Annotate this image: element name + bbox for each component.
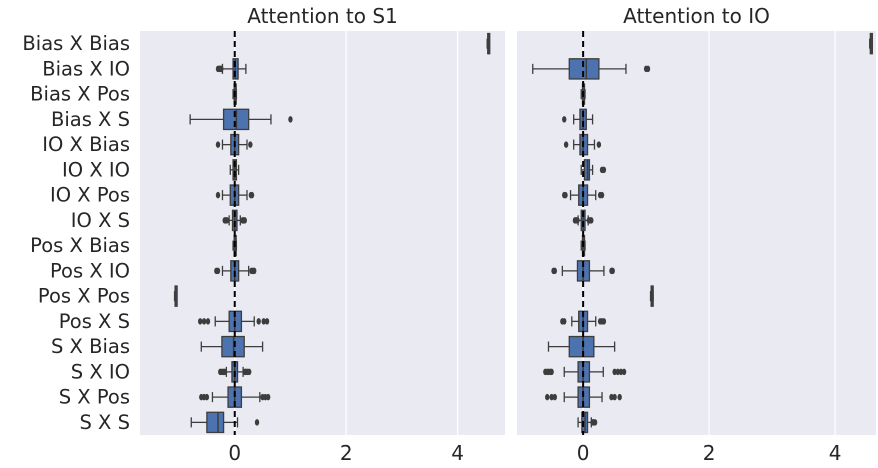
outlier-point <box>552 267 557 275</box>
outlier-point <box>589 217 594 224</box>
box-bias-x-bias <box>869 32 873 55</box>
outlier-point <box>224 217 230 224</box>
outlier-point <box>205 318 211 325</box>
outlier-point <box>609 393 614 401</box>
outlier-point <box>612 368 617 376</box>
outlier-point <box>549 368 554 376</box>
outlier-point <box>610 267 615 275</box>
box-io-x-io <box>580 159 607 181</box>
category-label-io-x-pos: IO X Pos <box>50 184 130 207</box>
box-bias-x-io <box>215 58 247 80</box>
box-iqr <box>568 58 600 80</box>
outlier-point <box>618 368 624 376</box>
box-pos-x-io <box>551 260 615 282</box>
outlier-point <box>219 65 224 73</box>
category-label-io-x-bias: IO X Bias <box>42 133 130 156</box>
outlier-point <box>242 217 247 224</box>
outlier-point <box>592 419 598 426</box>
outlier-point <box>601 318 607 325</box>
outlier-point <box>215 267 221 275</box>
category-label-s-x-s: S X S <box>79 411 130 434</box>
outlier-point <box>563 191 568 199</box>
outlier-point <box>204 393 210 401</box>
outlier-point <box>261 318 266 325</box>
outlier-point <box>545 393 550 401</box>
outlier-point <box>645 65 651 73</box>
panel-2: 0 2 4 Attention to IO <box>517 4 876 465</box>
outlier-point <box>575 217 580 224</box>
outlier-point <box>621 368 627 376</box>
box-bias-x-s <box>189 108 293 131</box>
category-label-io-x-s: IO X S <box>71 209 130 232</box>
outlier-point <box>265 393 271 401</box>
panel-1: 0 2 4 Attention to S1 <box>140 4 505 465</box>
outlier-point <box>222 368 227 376</box>
outlier-point <box>562 116 567 123</box>
outlier-point <box>215 141 221 148</box>
outlier-point <box>249 191 255 199</box>
outlier-point <box>601 166 607 174</box>
x-tick-label-0: 0 <box>577 441 590 465</box>
outlier-point <box>615 368 620 376</box>
outlier-point <box>248 141 253 148</box>
outlier-point <box>562 318 567 325</box>
outlier-point <box>252 267 257 275</box>
outlier-point <box>599 191 605 199</box>
panel-2-background <box>517 31 876 435</box>
panel-title: Attention to IO <box>623 4 770 28</box>
outlier-point <box>256 318 261 325</box>
box-s-x-bias <box>200 335 264 358</box>
x-tick-label-0: 0 <box>228 441 241 465</box>
outlier-point <box>288 116 293 123</box>
outlier-point <box>552 393 557 401</box>
category-label-bias-x-bias: Bias X Bias <box>22 32 130 55</box>
category-label-io-x-io: IO X IO <box>62 158 130 181</box>
box-s-x-pos <box>545 386 622 408</box>
box-bias-x-io <box>532 58 651 80</box>
category-label-pos-x-pos: Pos X Pos <box>38 285 130 308</box>
category-label-s-x-bias: S X Bias <box>51 335 130 358</box>
category-label-bias-x-io: Bias X IO <box>42 57 130 80</box>
box-s-x-s <box>190 411 260 434</box>
outlier-point <box>215 191 221 199</box>
box-bias-x-bias <box>486 32 491 55</box>
category-label-pos-x-io: Pos X IO <box>50 259 130 282</box>
category-label-bias-x-pos: Bias X Pos <box>30 83 130 106</box>
x-tick-label-4: 4 <box>451 441 464 465</box>
outlier-point <box>247 368 252 376</box>
box-iqr <box>568 335 595 358</box>
box-pos-x-io <box>214 260 257 282</box>
outlier-point <box>563 141 569 148</box>
category-label-pos-x-s: Pos X S <box>59 310 130 333</box>
box-pos-x-pos <box>173 285 178 307</box>
box-s-x-bias <box>547 335 616 358</box>
box-s-x-pos <box>199 386 271 408</box>
outlier-point <box>549 393 554 401</box>
outlier-point <box>264 318 270 325</box>
box-pos-x-pos <box>649 285 654 307</box>
box-iqr <box>206 411 225 434</box>
outlier-point <box>254 419 260 426</box>
category-label-bias-x-s: Bias X S <box>51 108 130 131</box>
box-io-x-s <box>572 209 594 232</box>
outlier-point <box>596 141 602 148</box>
category-label-pos-x-bias: Pos X Bias <box>30 234 130 257</box>
category-label-s-x-io: S X IO <box>71 360 130 383</box>
x-tick-label-4: 4 <box>829 441 842 465</box>
box-io-x-s <box>222 209 247 232</box>
outlier-point <box>201 318 207 325</box>
x-tick-label-2: 2 <box>703 441 716 465</box>
panel-title: Attention to S1 <box>247 4 398 28</box>
outlier-point <box>612 393 617 401</box>
panel-1-background <box>140 31 505 435</box>
outlier-point <box>617 393 622 401</box>
x-tick-label-2: 2 <box>340 441 353 465</box>
outlier-point <box>197 318 203 325</box>
box-s-x-s <box>577 411 598 434</box>
category-label-s-x-pos: S X Pos <box>59 386 130 409</box>
